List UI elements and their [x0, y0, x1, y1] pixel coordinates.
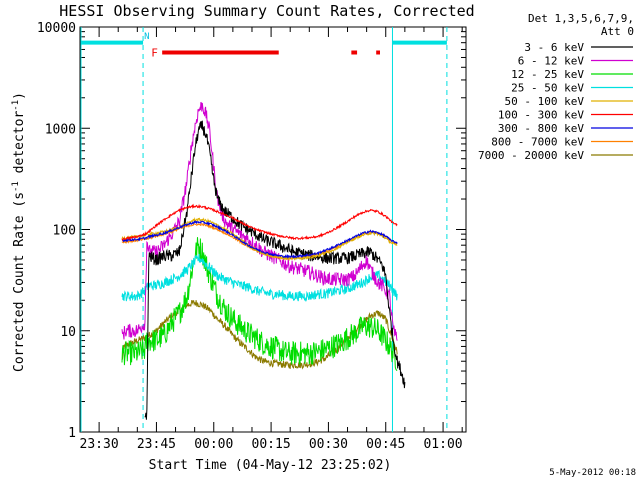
legend-entry-label: 300 - 800 keV — [498, 122, 584, 135]
legend-entry-label: 7000 - 20000 keV — [478, 149, 584, 162]
night-label: N — [144, 32, 149, 42]
legend-entry-label: 50 - 100 keV — [505, 95, 585, 108]
legend-header-1: Det 1,3,5,6,7,9, — [528, 12, 634, 25]
series-line-6 — [121, 220, 398, 259]
series-line-5 — [121, 203, 398, 242]
x-tick-label: 01:00 — [423, 437, 462, 452]
series-line-3 — [121, 253, 398, 303]
series-line-0 — [144, 120, 406, 420]
x-axis-label: Start Time (04-May-12 23:25:02) — [149, 458, 392, 473]
x-tick-label: 23:30 — [80, 437, 119, 452]
y-tick-label: 1 — [68, 426, 76, 441]
y-tick-label: 100 — [53, 224, 76, 239]
y-axis-label-sup1: -1 — [11, 181, 21, 192]
y-axis-label-mid: detector — [12, 111, 27, 182]
x-tick-label: 00:45 — [366, 437, 405, 452]
legend-entry-label: 800 - 7000 keV — [491, 136, 584, 149]
flare-label: F — [151, 46, 158, 59]
legend-entry-label: 3 - 6 keV — [524, 41, 584, 54]
legend-entry-label: 12 - 25 keV — [511, 68, 584, 81]
y-axis-label-end: ) — [12, 92, 27, 100]
plot-frame — [79, 26, 467, 433]
y-axis-label-start: Corrected Count Rate (s — [12, 192, 27, 372]
x-tick-label: 00:00 — [194, 437, 233, 452]
y-tick-label: 10 — [60, 325, 76, 340]
plot-area: 1 10 100 1000 10000 23:30 23:45 00:00 00:15 00:30… — [37, 21, 467, 452]
series-line-1 — [121, 101, 398, 341]
y-tick-label: 1000 — [45, 122, 76, 137]
legend-header-2: Att 0 — [601, 25, 634, 38]
y-axis-label: Corrected Count Rate (s-1 detector-1) — [11, 92, 27, 372]
x-tick-label: 00:15 — [252, 437, 291, 452]
series-line-2 — [121, 237, 398, 371]
legend-entry-label: 25 - 50 keV — [511, 82, 584, 95]
y-tick-label: 10000 — [37, 21, 76, 36]
legend-entry-label: 100 - 300 keV — [498, 109, 584, 122]
x-tick-label: 00:30 — [309, 437, 348, 452]
x-tick-label: 23:45 — [137, 437, 176, 452]
footer-timestamp: 5-May-2012 00:18 — [549, 468, 636, 478]
y-axis-label-sup2: -1 — [11, 100, 21, 111]
legend-entry-label: 6 - 12 keV — [518, 55, 585, 68]
chart-title: HESSI Observing Summary Count Rates, Cor… — [59, 2, 474, 20]
